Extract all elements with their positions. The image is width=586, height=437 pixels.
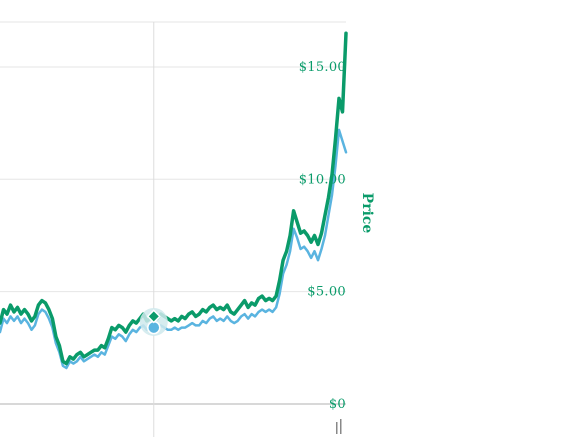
y-axis-title: Price (359, 193, 375, 234)
series-line-1 (0, 31, 348, 366)
scroll-handle[interactable] (336, 419, 342, 434)
hover-point-primary[interactable] (146, 309, 161, 324)
y-tick-label: $0 (329, 397, 346, 412)
series-line-2 (0, 128, 348, 370)
hover-markers[interactable] (139, 307, 168, 336)
y-axis-tick-labels: $0 $5.00 $10.00 $15.00 (299, 60, 346, 412)
gridlines (0, 21, 346, 405)
y-tick-label: $15.00 (299, 60, 346, 75)
y-tick-label: $10.00 (299, 172, 346, 187)
series-lines (0, 31, 348, 370)
y-tick-label: $5.00 (307, 285, 346, 300)
